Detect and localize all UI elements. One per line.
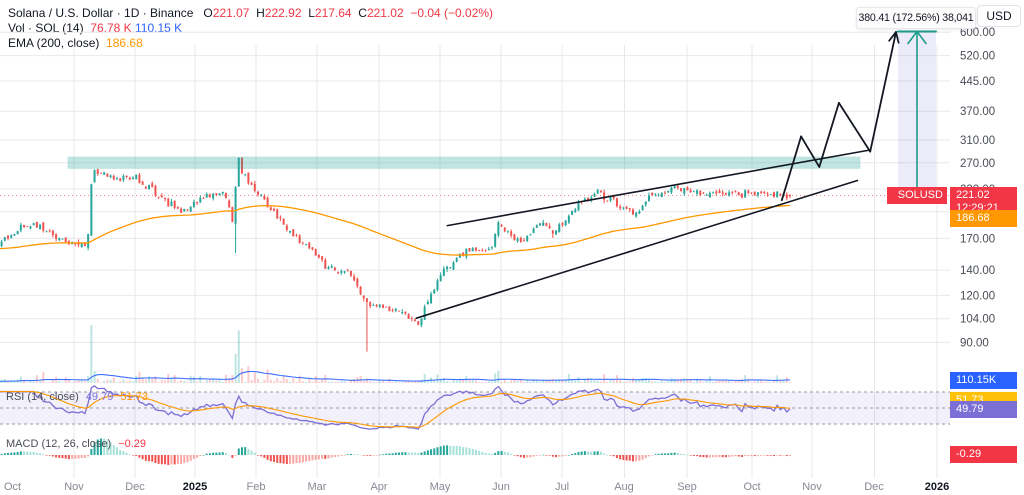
svg-text:370.00: 370.00 (960, 106, 995, 118)
svg-text:600.00: 600.00 (960, 27, 995, 39)
svg-text:120.00: 120.00 (960, 290, 995, 302)
svg-text:445.00: 445.00 (960, 76, 995, 88)
svg-text:170.00: 170.00 (960, 233, 995, 245)
svg-text:310.00: 310.00 (960, 135, 995, 147)
svg-text:270.00: 270.00 (960, 158, 995, 170)
svg-text:104.00: 104.00 (960, 314, 995, 326)
svg-text:140.00: 140.00 (960, 265, 995, 277)
svg-text:520.00: 520.00 (960, 51, 995, 63)
svg-text:90.00: 90.00 (960, 337, 989, 349)
